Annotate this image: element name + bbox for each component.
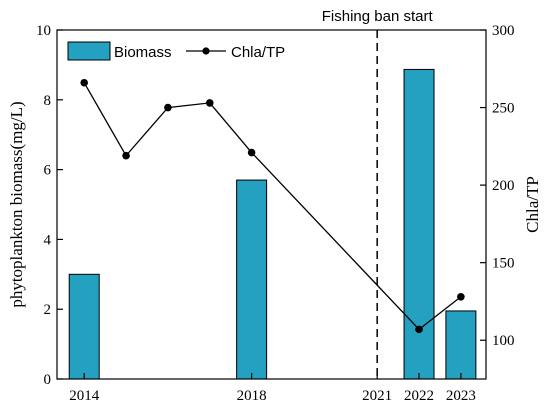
point-chla-tp-2018 [247, 148, 256, 157]
right-tick-label-250: 250 [492, 101, 515, 117]
point-chla-tp-2014 [80, 78, 89, 87]
left-axis: 0 2 4 6 8 10 [36, 23, 63, 388]
left-tick-label-6: 6 [44, 163, 52, 179]
legend-swatch-biomass [67, 41, 111, 61]
left-tick-label-2: 2 [44, 302, 52, 318]
bar-biomass-2014 [68, 273, 100, 380]
legend-label-chla-tp: Chla/TP [231, 44, 285, 61]
bars-layer [68, 68, 477, 380]
bar-biomass-2018 [236, 179, 268, 380]
point-chla-tp-2022 [415, 325, 423, 334]
x-axis: 2014 2018 2021 2022 2023 [69, 373, 476, 404]
point-chla-tp-2023 [457, 292, 465, 301]
point-chla-tp-2015 [122, 151, 130, 160]
left-tick-label-8: 8 [44, 93, 52, 109]
x-tick-label-2014: 2014 [69, 388, 100, 404]
left-tick-label-4: 4 [44, 232, 52, 248]
plot-frame [56, 29, 487, 380]
left-tick-label-10: 10 [36, 23, 51, 39]
right-axis-title: Chla/TP [523, 176, 542, 233]
bar-biomass-2023 [445, 310, 477, 380]
legend-label-biomass: Biomass [114, 44, 172, 61]
right-tick-label-150: 150 [492, 256, 515, 272]
x-tick-label-2018: 2018 [237, 388, 267, 404]
left-axis-title: phytoplankton biomass(mg/L) [7, 101, 26, 307]
point-chla-tp-2017 [205, 99, 214, 107]
legend: Biomass Chla/TP [67, 41, 285, 61]
right-tick-label-100: 100 [492, 333, 515, 349]
right-axis: 100 150 200 250 300 [480, 23, 515, 349]
x-tick-label-2021: 2021 [362, 388, 392, 404]
x-tick-label-2022: 2022 [404, 388, 434, 404]
right-tick-label-300: 300 [492, 23, 515, 39]
left-tick-label-0: 0 [44, 372, 52, 388]
right-tick-label-200: 200 [492, 178, 515, 194]
x-tick-label-2023: 2023 [446, 388, 476, 404]
point-chla-tp-2016 [164, 103, 172, 112]
line-layer [80, 78, 465, 334]
fishing-ban-label: Fishing ban start [322, 8, 434, 25]
legend-marker-chla-tp [202, 47, 210, 55]
